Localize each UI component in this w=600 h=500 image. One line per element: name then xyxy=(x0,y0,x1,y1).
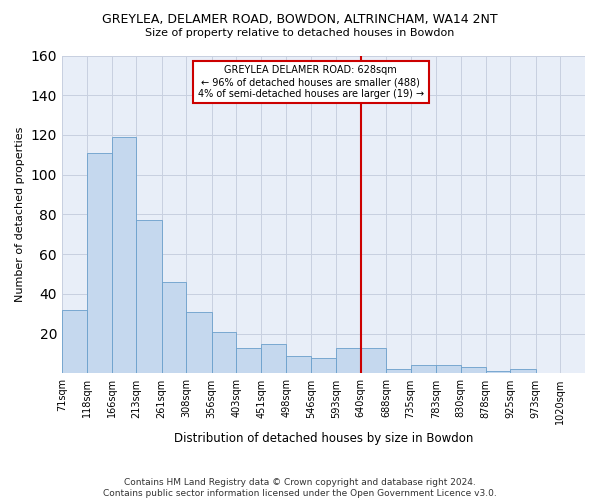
Y-axis label: Number of detached properties: Number of detached properties xyxy=(15,127,25,302)
Text: GREYLEA DELAMER ROAD: 628sqm
← 96% of detached houses are smaller (488)
4% of se: GREYLEA DELAMER ROAD: 628sqm ← 96% of de… xyxy=(198,66,424,98)
Bar xyxy=(410,366,436,374)
Text: GREYLEA, DELAMER ROAD, BOWDON, ALTRINCHAM, WA14 2NT: GREYLEA, DELAMER ROAD, BOWDON, ALTRINCHA… xyxy=(102,12,498,26)
Bar xyxy=(436,366,461,374)
Bar xyxy=(162,282,187,374)
Text: Contains HM Land Registry data © Crown copyright and database right 2024.
Contai: Contains HM Land Registry data © Crown c… xyxy=(103,478,497,498)
Bar xyxy=(461,368,486,374)
Bar xyxy=(486,372,511,374)
Bar xyxy=(112,137,136,374)
Bar xyxy=(511,370,536,374)
Bar xyxy=(262,344,286,374)
Bar xyxy=(86,153,112,374)
X-axis label: Distribution of detached houses by size in Bowdon: Distribution of detached houses by size … xyxy=(174,432,473,445)
Bar xyxy=(187,312,212,374)
Bar xyxy=(336,348,361,374)
Bar xyxy=(212,332,236,374)
Bar xyxy=(361,348,386,374)
Bar xyxy=(236,348,262,374)
Bar xyxy=(311,358,336,374)
Bar xyxy=(286,356,311,374)
Bar xyxy=(136,220,162,374)
Text: Size of property relative to detached houses in Bowdon: Size of property relative to detached ho… xyxy=(145,28,455,38)
Bar xyxy=(386,370,410,374)
Bar xyxy=(62,310,86,374)
